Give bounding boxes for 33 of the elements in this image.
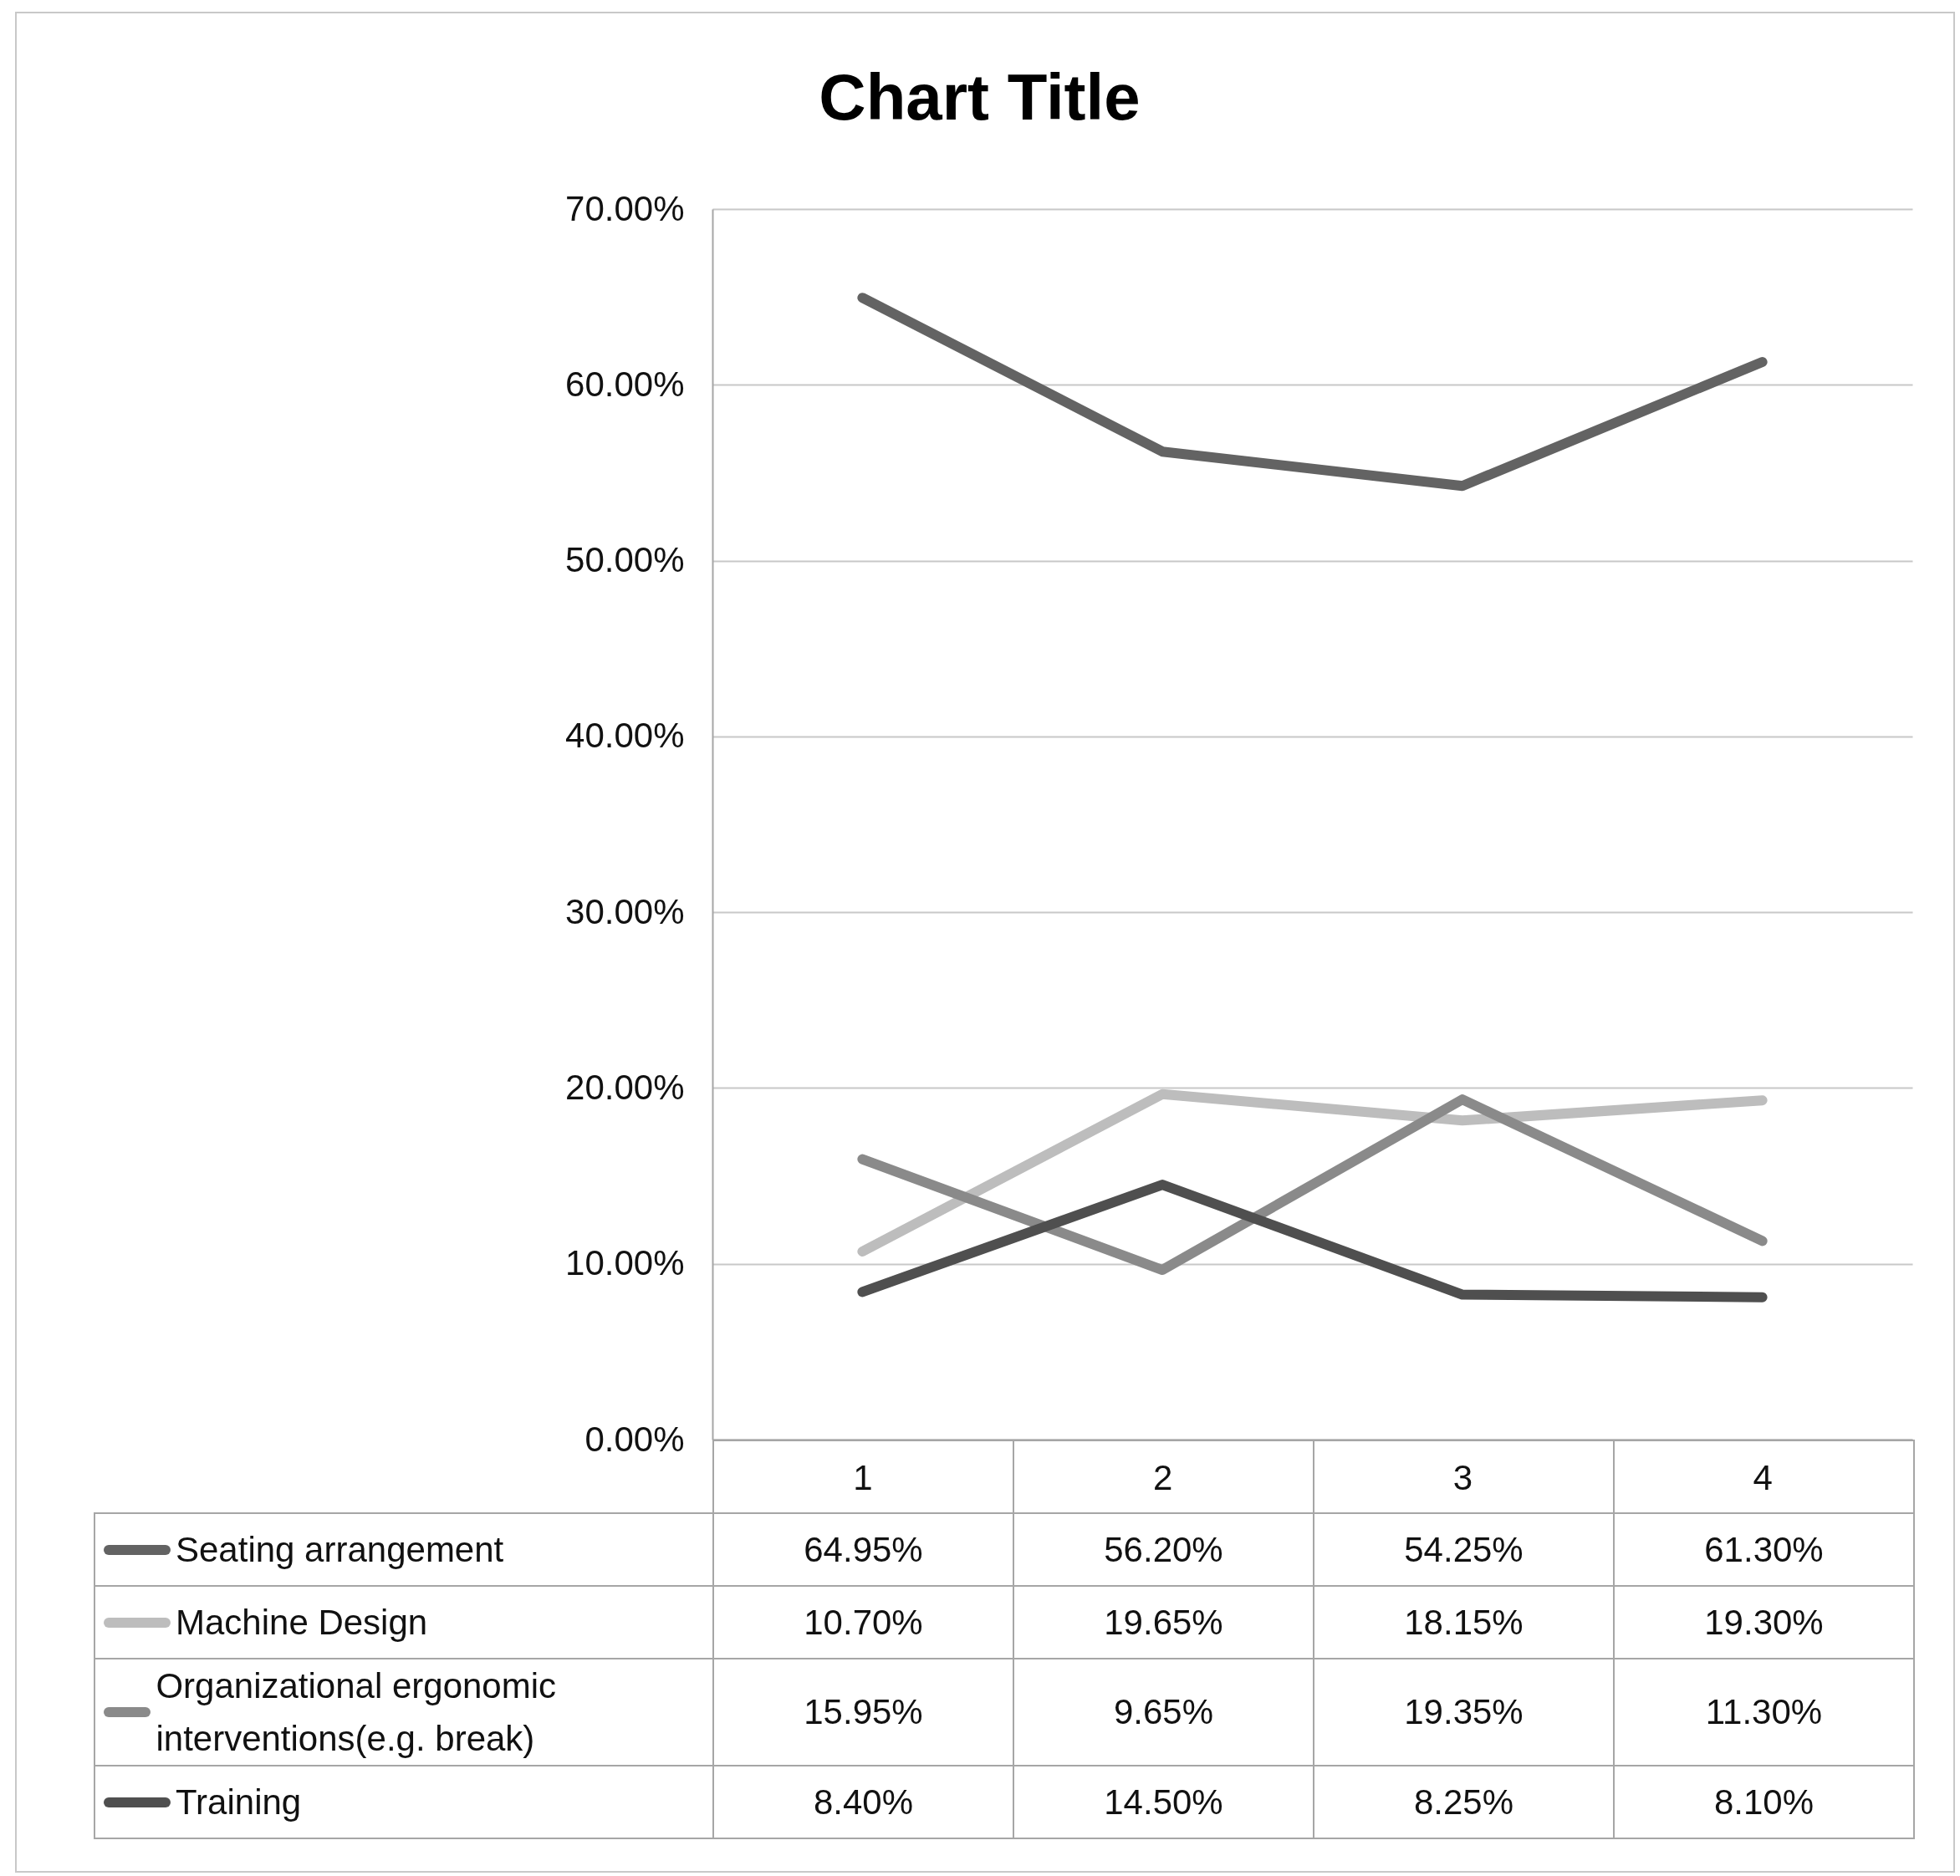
- data-label: 56.20%: [1013, 1513, 1314, 1586]
- data-label: 11.30%: [1614, 1659, 1914, 1766]
- y-tick-label: 50.00%: [565, 540, 685, 580]
- data-label: 8.25%: [1314, 1766, 1614, 1838]
- legend-label: Seating arrangement: [176, 1529, 504, 1571]
- x-tick-label: 3: [1452, 1457, 1473, 1497]
- data-label: 8.40%: [713, 1766, 1013, 1838]
- data-label: 19.65%: [1013, 1586, 1314, 1659]
- data-label: 18.15%: [1314, 1586, 1614, 1659]
- data-label: 19.35%: [1314, 1659, 1614, 1766]
- legend-label: Training: [176, 1782, 302, 1823]
- chart-title: Chart Title: [819, 60, 1141, 134]
- y-tick-label: 40.00%: [565, 716, 685, 756]
- data-label: 19.30%: [1614, 1586, 1914, 1659]
- data-label: 54.25%: [1314, 1513, 1614, 1586]
- data-label: 14.50%: [1013, 1766, 1314, 1838]
- data-label: 8.10%: [1614, 1766, 1914, 1838]
- y-tick-label: 30.00%: [565, 891, 685, 931]
- legend-label: Machine Design: [176, 1602, 428, 1644]
- data-label: 9.65%: [1013, 1659, 1314, 1766]
- x-tick-label: 2: [1152, 1457, 1173, 1497]
- y-tick-label: 20.00%: [565, 1067, 685, 1107]
- data-label: 64.95%: [713, 1513, 1013, 1586]
- x-tick-label: 1: [853, 1457, 873, 1497]
- x-tick-label: 4: [1753, 1457, 1773, 1497]
- data-label: 61.30%: [1614, 1513, 1914, 1586]
- y-tick-label: 0.00%: [584, 1419, 685, 1459]
- data-label: 10.70%: [713, 1586, 1013, 1659]
- y-tick-label: 10.00%: [565, 1243, 685, 1283]
- y-tick-label: 60.00%: [565, 364, 685, 404]
- y-tick-label: 70.00%: [565, 188, 685, 228]
- data-label: 15.95%: [713, 1659, 1013, 1766]
- legend-label: Organizational ergonomic interventions(e.g. break): [156, 1665, 558, 1760]
